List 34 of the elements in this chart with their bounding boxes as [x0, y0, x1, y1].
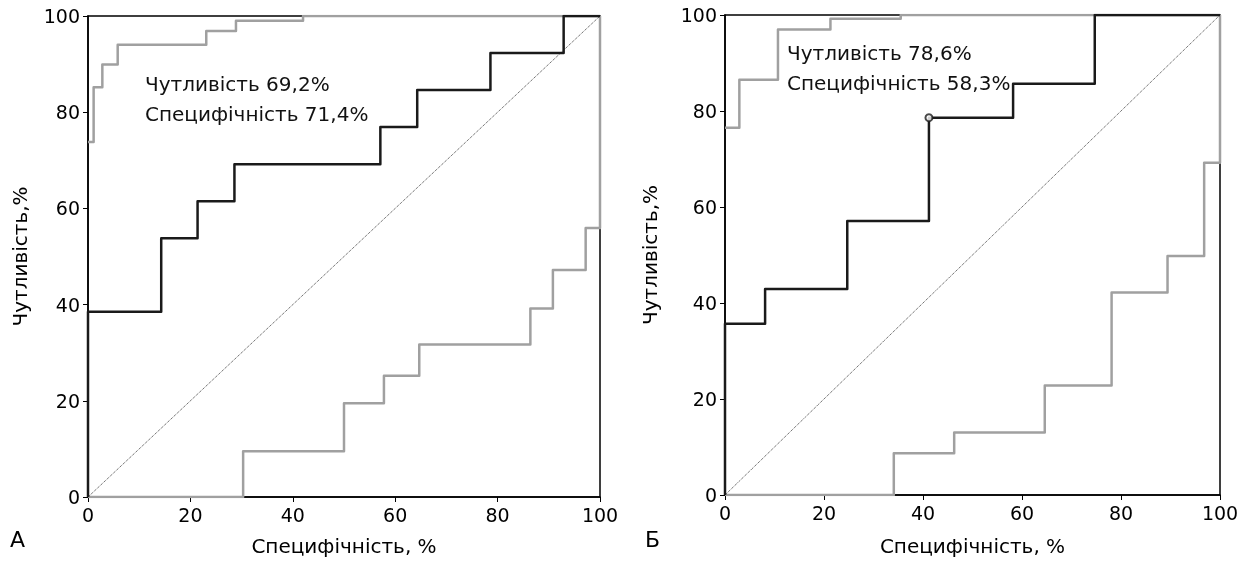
y-tick-label: 0 — [704, 484, 717, 506]
y-tick-label: 40 — [692, 292, 717, 314]
annotation: Чутливість 78,6% — [787, 41, 972, 65]
x-tick-label: 0 — [81, 503, 95, 526]
y-tick-label: 80 — [55, 101, 80, 124]
y-tick-label: 20 — [692, 388, 717, 410]
annotation: Чутливість 69,2% — [145, 72, 330, 96]
x-axis-title: Специфічність, % — [879, 534, 1066, 558]
text: А — [10, 526, 26, 552]
x-tick-label: 20 — [178, 503, 203, 526]
annotation: Специфічність 71,4% — [145, 102, 369, 126]
x-tick-label: 0 — [718, 501, 732, 524]
x-tick-label: 100 — [1201, 501, 1239, 524]
x-tick-label: 80 — [1108, 501, 1134, 524]
y-axis-title: Чутливість,% — [8, 186, 32, 327]
x-tick-label: 60 — [1009, 501, 1035, 524]
x-tick-label: 100 — [581, 503, 619, 526]
x-axis-title: Специфічність, % — [251, 534, 437, 558]
y-axis-title: Чутливість,% — [638, 184, 662, 326]
y-tick-label: 20 — [55, 389, 80, 412]
annotation: Специфічність 58,3% — [787, 71, 1011, 95]
y-tick-label: 100 — [680, 4, 717, 26]
y-tick-label: 80 — [692, 100, 717, 122]
y-tick-label: 40 — [55, 293, 80, 316]
y-tick-label: 0 — [67, 486, 80, 508]
x-tick-label: 20 — [811, 501, 837, 524]
y-tick-label: 60 — [692, 196, 717, 218]
x-tick-label: 60 — [383, 503, 408, 526]
x-tick-label: 40 — [280, 503, 305, 526]
x-tick-label: 80 — [485, 503, 510, 526]
text: Б — [645, 526, 661, 552]
y-tick-label: 60 — [55, 197, 80, 220]
x-tick-label: 40 — [910, 501, 936, 524]
y-tick-label: 100 — [43, 5, 80, 27]
